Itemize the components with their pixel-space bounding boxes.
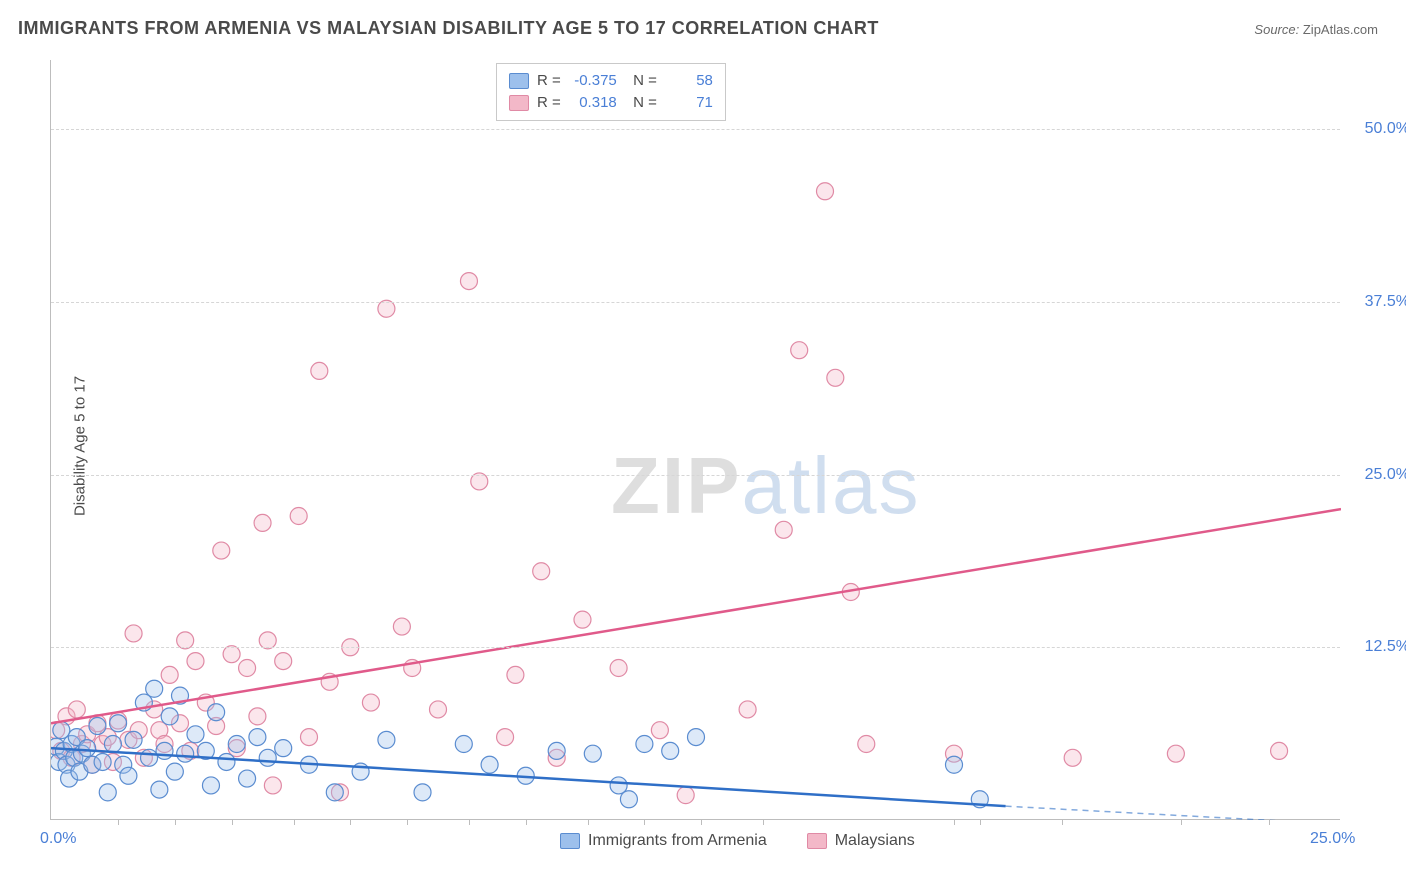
source-attribution: Source: ZipAtlas.com [1254,22,1378,37]
r-value-malaysians: 0.318 [569,92,617,114]
swatch-malaysians [509,95,529,111]
plot-area: ZIPatlas R = -0.375 N = 58 R = 0.318 N =… [50,60,1340,820]
x-tick-mark [1269,819,1270,825]
x-tick-mark [1181,819,1182,825]
x-tick-mark [1062,819,1063,825]
x-tick-mark [294,819,295,825]
x-tick-mark [175,819,176,825]
swatch-armenia [509,73,529,89]
legend-item-malaysians: Malaysians [807,832,915,850]
x-tick-mark [350,819,351,825]
chart-title: IMMIGRANTS FROM ARMENIA VS MALAYSIAN DIS… [18,18,879,39]
x-axis-origin-label: 0.0% [40,830,76,848]
n-label: N = [625,92,657,114]
y-tick-label: 37.5% [1350,293,1406,311]
x-tick-mark [701,819,702,825]
scatter-plot-svg [51,60,1341,820]
x-axis-max-label: 25.0% [1310,830,1355,848]
swatch-armenia [560,833,580,849]
x-tick-mark [118,819,119,825]
legend-item-armenia: Immigrants from Armenia [560,832,767,850]
gridline [51,647,1340,648]
gridline [51,302,1340,303]
source-value: ZipAtlas.com [1303,22,1378,37]
x-tick-mark [980,819,981,825]
n-label: N = [625,70,657,92]
legend-row-malaysians: R = 0.318 N = 71 [509,92,713,114]
series-legend: Immigrants from Armenia Malaysians [560,832,915,850]
r-label: R = [537,70,561,92]
series-name-armenia: Immigrants from Armenia [588,832,767,850]
correlation-legend: R = -0.375 N = 58 R = 0.318 N = 71 [496,63,726,121]
swatch-malaysians [807,833,827,849]
n-value-armenia: 58 [665,70,713,92]
legend-row-armenia: R = -0.375 N = 58 [509,70,713,92]
r-value-armenia: -0.375 [569,70,617,92]
x-tick-mark [954,819,955,825]
x-tick-mark [644,819,645,825]
gridline [51,129,1340,130]
y-tick-label: 12.5% [1350,638,1406,656]
chart-container: IMMIGRANTS FROM ARMENIA VS MALAYSIAN DIS… [0,0,1406,892]
n-value-malaysians: 71 [665,92,713,114]
x-tick-mark [526,819,527,825]
y-tick-label: 25.0% [1350,466,1406,484]
y-tick-label: 50.0% [1350,120,1406,138]
gridline [51,475,1340,476]
series-name-malaysians: Malaysians [835,832,915,850]
x-tick-mark [469,819,470,825]
x-tick-mark [588,819,589,825]
x-tick-mark [407,819,408,825]
x-tick-mark [232,819,233,825]
x-tick-mark [763,819,764,825]
r-label: R = [537,92,561,114]
source-label: Source: [1254,22,1299,37]
